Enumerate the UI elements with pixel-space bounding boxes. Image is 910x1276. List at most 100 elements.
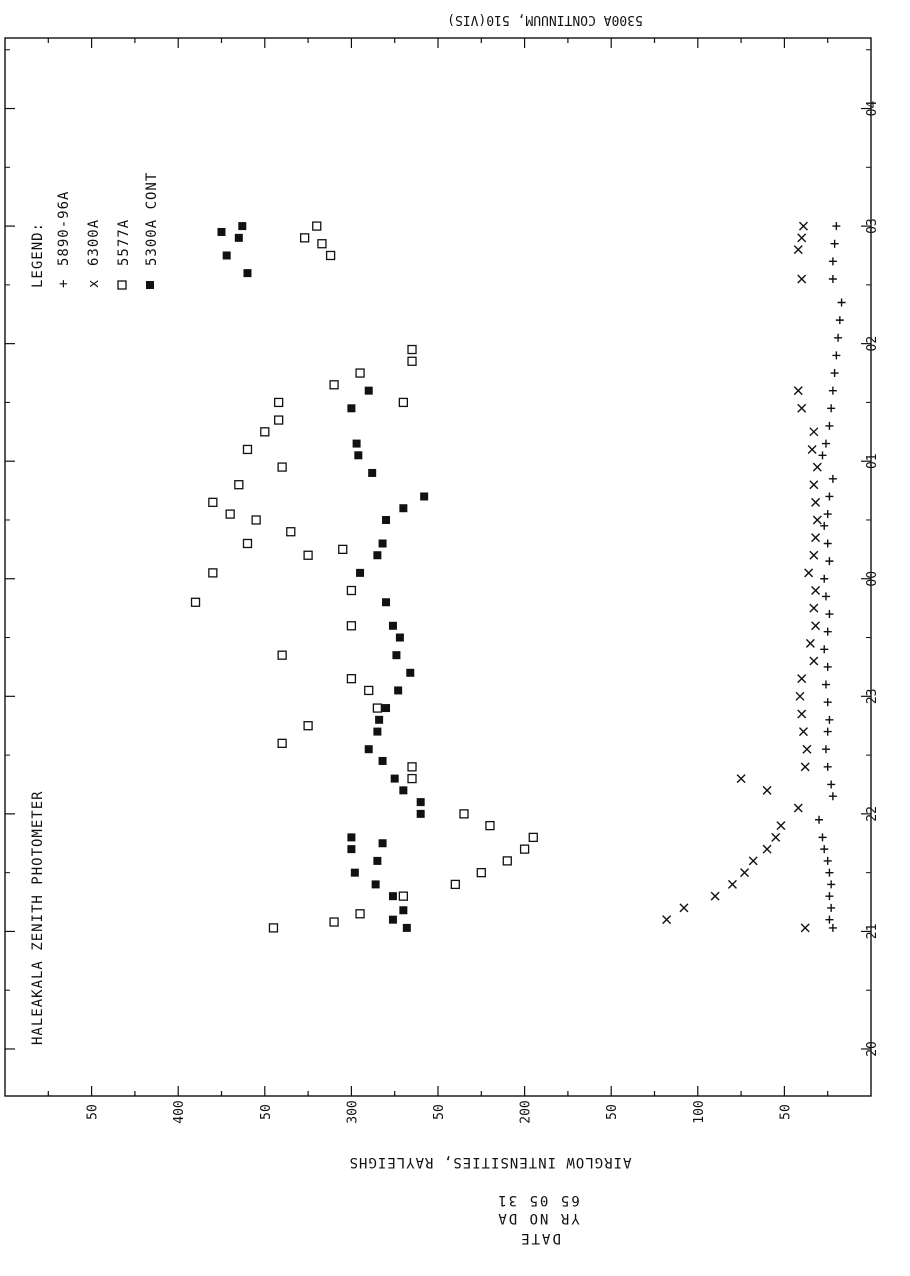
point-5890-96a: [827, 404, 836, 413]
point-5577a: [234, 480, 244, 490]
point-5300a-cont: [222, 251, 231, 260]
top-label: 5300A CONTINUUM, 510(VIS): [447, 12, 643, 27]
point-5577a: [251, 515, 261, 525]
point-5890-96a: [823, 762, 832, 771]
point-6300a: [793, 386, 803, 396]
legend-label-5300: 5300A CONT: [144, 172, 160, 266]
point-5577a: [407, 762, 417, 772]
point-5577a: [260, 427, 270, 437]
point-6300a: [800, 923, 810, 933]
point-5300a-cont: [382, 515, 391, 524]
point-5577a: [329, 917, 339, 927]
point-5577a: [485, 820, 495, 831]
point-5577a: [398, 397, 409, 408]
axis-ticks: 20 21 22 23 00 01 02 03 04 50 100 50 200 50 300 50 400 50: [5, 38, 880, 1124]
y-tick-label: 50: [605, 1104, 620, 1120]
point-6300a: [809, 427, 819, 437]
point-5890-96a: [834, 333, 843, 342]
point-6300a: [798, 221, 808, 231]
point-5577a: [528, 832, 538, 843]
legend-symbol-plus: +: [56, 280, 72, 288]
point-6300a: [804, 568, 814, 578]
point-5577a: [268, 923, 279, 933]
point-5300a-cont: [364, 745, 373, 754]
point-5890-96a: [830, 239, 839, 248]
point-5577a: [274, 397, 284, 408]
point-5577a: [519, 844, 530, 854]
point-5890-96a: [837, 298, 846, 307]
point-6300a: [771, 832, 781, 842]
point-6300a: [797, 403, 807, 413]
point-5300a-cont: [356, 568, 365, 577]
point-5300a-cont: [354, 451, 363, 460]
point-5890-96a: [820, 845, 829, 854]
point-6300a: [762, 844, 772, 854]
point-5577a: [274, 415, 284, 425]
point-6300a: [797, 709, 807, 719]
point-5890-96a: [825, 421, 834, 430]
x-tick-label: 04: [865, 101, 880, 117]
point-5577a: [208, 568, 218, 578]
point-5577a: [407, 773, 417, 784]
point-5890-96a: [828, 792, 837, 801]
x-tick-label: 21: [865, 924, 880, 940]
y-tick-label: 100: [692, 1100, 707, 1123]
legend-symbol-filled-square: [146, 281, 154, 289]
point-5890-96a: [825, 610, 834, 619]
point-5890-96a: [823, 698, 832, 707]
point-5300a-cont: [416, 809, 425, 818]
x-tick-label: 01: [865, 453, 880, 469]
point-5300a-cont: [382, 704, 391, 713]
point-5300a-cont: [399, 786, 408, 795]
point-6300a: [802, 744, 812, 754]
date-yr-label: YR: [559, 1210, 580, 1226]
point-5300a-cont: [394, 686, 403, 695]
point-5577a: [450, 879, 460, 890]
y-tick-label: 300: [345, 1100, 360, 1123]
point-6300a: [811, 586, 821, 596]
point-5577a: [242, 538, 253, 549]
point-5300a-cont: [350, 868, 359, 877]
point-6300a: [809, 656, 819, 666]
point-5890-96a: [818, 833, 827, 842]
point-6300a: [797, 674, 807, 684]
point-5890-96a: [823, 727, 832, 736]
point-5890-96a: [830, 369, 839, 378]
point-5300a-cont: [364, 386, 373, 395]
legend-label-sodium: 5890-96A: [56, 191, 72, 266]
point-5300a-cont: [390, 774, 399, 783]
legend-entry-5577: 5577A: [116, 219, 132, 290]
point-5577a: [346, 621, 357, 631]
point-6300a: [805, 638, 815, 648]
point-5577a: [190, 597, 201, 607]
point-6300a: [776, 821, 786, 831]
point-5300a-cont: [388, 892, 397, 901]
legend-entry-sodium: + 5890-96A: [56, 191, 72, 288]
date-no-value: 05: [528, 1192, 549, 1208]
data-marks: [190, 221, 846, 933]
point-5300a-cont: [399, 906, 408, 915]
date-da-label: DA: [496, 1210, 517, 1226]
point-5577a: [208, 497, 218, 507]
point-6300a: [762, 785, 772, 795]
date-labels: YR NO DA: [496, 1210, 579, 1226]
point-5577a: [286, 527, 296, 537]
point-5890-96a: [823, 539, 832, 548]
point-5300a-cont: [378, 539, 387, 548]
point-5890-96a: [825, 557, 834, 566]
point-5890-96a: [825, 492, 834, 501]
point-6300a: [710, 891, 720, 901]
point-5890-96a: [820, 574, 829, 583]
y-tick-label: 50: [86, 1104, 101, 1120]
point-6300a: [811, 497, 821, 507]
point-5577a: [325, 250, 336, 261]
point-5577a: [502, 856, 512, 866]
point-5577a: [476, 867, 486, 878]
point-6300a: [727, 879, 737, 889]
point-6300a: [679, 903, 689, 913]
y-tick-label: 50: [432, 1104, 447, 1120]
point-5890-96a: [828, 474, 837, 483]
point-6300a: [800, 762, 810, 772]
point-5300a-cont: [373, 856, 382, 865]
